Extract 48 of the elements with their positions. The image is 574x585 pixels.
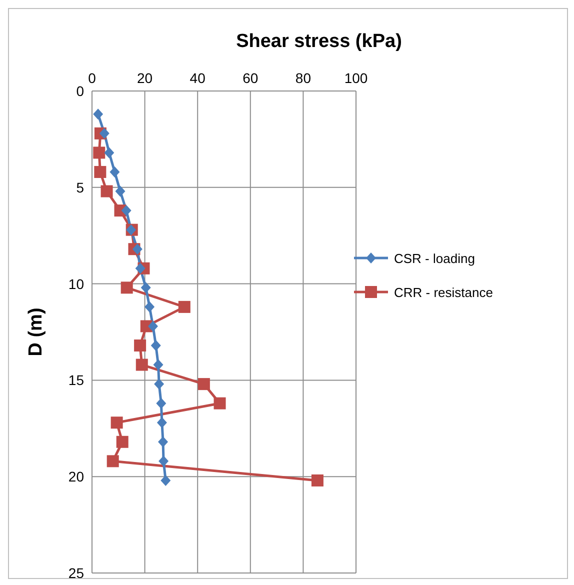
- point: [214, 397, 226, 410]
- y-tick-label: 25: [68, 564, 84, 581]
- point: [156, 417, 167, 428]
- y-tick-label: 15: [68, 372, 84, 388]
- point: [110, 166, 120, 178]
- point: [198, 378, 210, 390]
- y-tick-label: 10: [68, 276, 84, 292]
- point: [116, 436, 128, 448]
- point: [154, 378, 164, 390]
- point: [178, 300, 190, 313]
- point: [93, 108, 104, 120]
- point: [115, 186, 126, 197]
- point: [150, 340, 161, 351]
- point: [136, 358, 148, 371]
- legend-label: CRR - resistance: [394, 284, 493, 300]
- point: [311, 474, 324, 486]
- point: [104, 147, 114, 158]
- point: [93, 146, 106, 159]
- x-tick-label: 20: [137, 70, 153, 86]
- x-tick-label: 40: [190, 70, 206, 86]
- point: [156, 398, 166, 409]
- y-tick-label: 20: [68, 468, 84, 485]
- point: [135, 262, 146, 274]
- x-tick-label: 0: [88, 70, 96, 86]
- point: [110, 416, 123, 429]
- y-axis-title: D (m): [26, 308, 47, 356]
- legend-label: CSR - loading: [394, 250, 475, 266]
- point: [158, 436, 168, 448]
- point: [140, 282, 151, 294]
- x-tick-label: 80: [295, 70, 312, 86]
- x-axis-title: Shear stress (kPa): [235, 31, 403, 53]
- point: [132, 244, 142, 255]
- point: [148, 320, 158, 332]
- point: [144, 301, 155, 312]
- point: [121, 205, 132, 216]
- point: [153, 359, 164, 370]
- x-tick-label: 60: [242, 70, 258, 86]
- point: [158, 456, 169, 467]
- point: [160, 474, 171, 486]
- point: [99, 128, 110, 139]
- x-tick-label: 100: [344, 70, 368, 86]
- point: [106, 455, 119, 468]
- point: [120, 282, 133, 294]
- point: [94, 166, 106, 178]
- y-tick-label: 5: [76, 179, 84, 196]
- y-tick-label: 0: [76, 82, 84, 99]
- point: [100, 185, 113, 198]
- point: [134, 339, 146, 352]
